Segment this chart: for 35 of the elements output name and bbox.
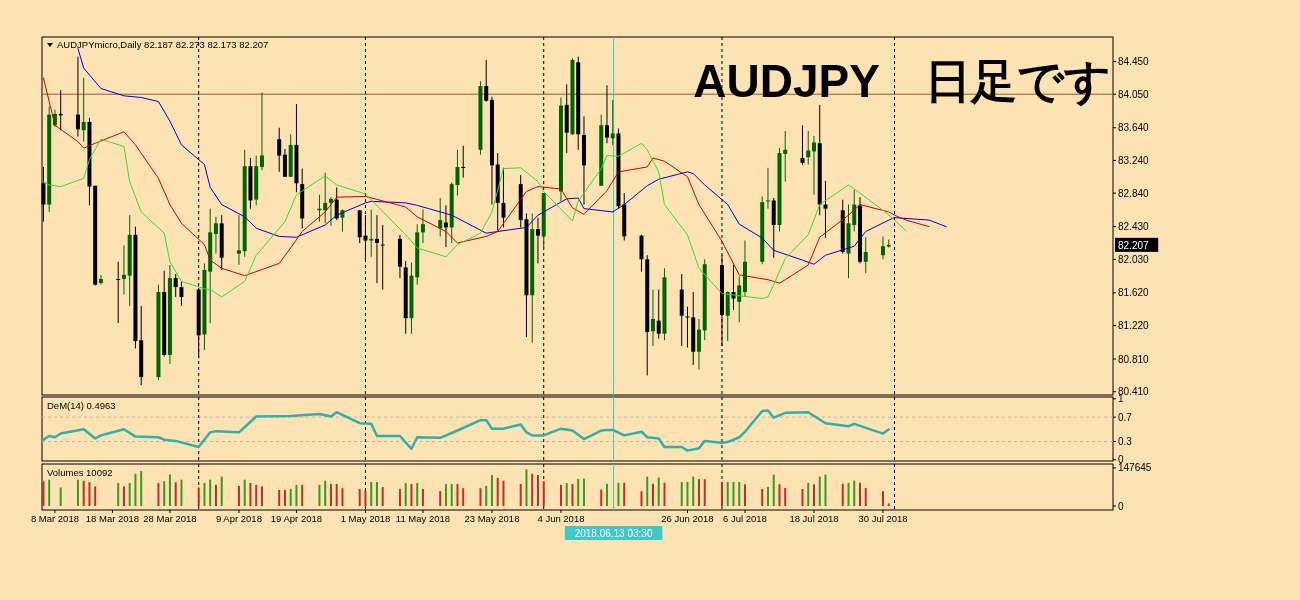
y-tick-label: 83.240 xyxy=(1118,154,1150,166)
y-tick-label: 0 xyxy=(1118,500,1124,512)
y-tick-label: 82.030 xyxy=(1118,253,1150,265)
x-tick-label: 8 Mar 2018 xyxy=(30,513,79,524)
y-tick-label: 1 xyxy=(1118,393,1124,405)
chart-title: Volumes 10092 xyxy=(47,467,113,478)
y-tick-label: 81.620 xyxy=(1118,287,1150,299)
y-tick-label: 0.7 xyxy=(1118,411,1133,423)
chart-subtitle: AUDJPYmicro,Daily 82.187 82.273 82.173 82.207 xyxy=(57,39,269,50)
text: 82.207 xyxy=(1118,239,1150,251)
x-tick-label: 18 Jul 2018 xyxy=(789,513,839,524)
y-tick-label: 82.840 xyxy=(1118,187,1150,199)
x-tick-label: 30 Jul 2018 xyxy=(858,513,908,524)
line-series xyxy=(42,409,890,452)
x-tick-label: 11 May 2018 xyxy=(395,513,451,524)
y-tick-label: 84.450 xyxy=(1118,56,1150,68)
x-tick-label: 1 May 2018 xyxy=(340,513,391,524)
x-tick-label: 18 Mar 2018 xyxy=(85,513,140,524)
x-tick-label: 9 Apr 2018 xyxy=(215,513,262,524)
line-series xyxy=(42,138,907,300)
y-tick-label: 0.3 xyxy=(1118,436,1133,447)
x-tick-label: 4 Jun 2018 xyxy=(537,513,585,524)
x-tick-label: 6 Jul 2018 xyxy=(723,513,767,524)
y-tick-label: 81.220 xyxy=(1118,320,1150,332)
x-tick-label: 26 Jun 2018 xyxy=(661,513,714,524)
x-tick-label: 28 Mar 2018 xyxy=(143,513,197,524)
y-tick-label: 80.810 xyxy=(1118,353,1150,365)
ref-line-label: 2018.06.13 03:30 xyxy=(574,528,653,539)
x-tick-label: 23 May 2018 xyxy=(464,513,520,524)
chart-title: AUDJPY 日足です xyxy=(693,55,1111,107)
x-tick-label: 19 Apr 2018 xyxy=(270,513,323,524)
y-tick-label: 84.050 xyxy=(1118,88,1150,100)
y-tick-label: 82.430 xyxy=(1118,221,1150,233)
y-tick-label: 83.640 xyxy=(1118,122,1150,134)
chart-title: DeM(14) 0.4963 xyxy=(47,400,116,411)
